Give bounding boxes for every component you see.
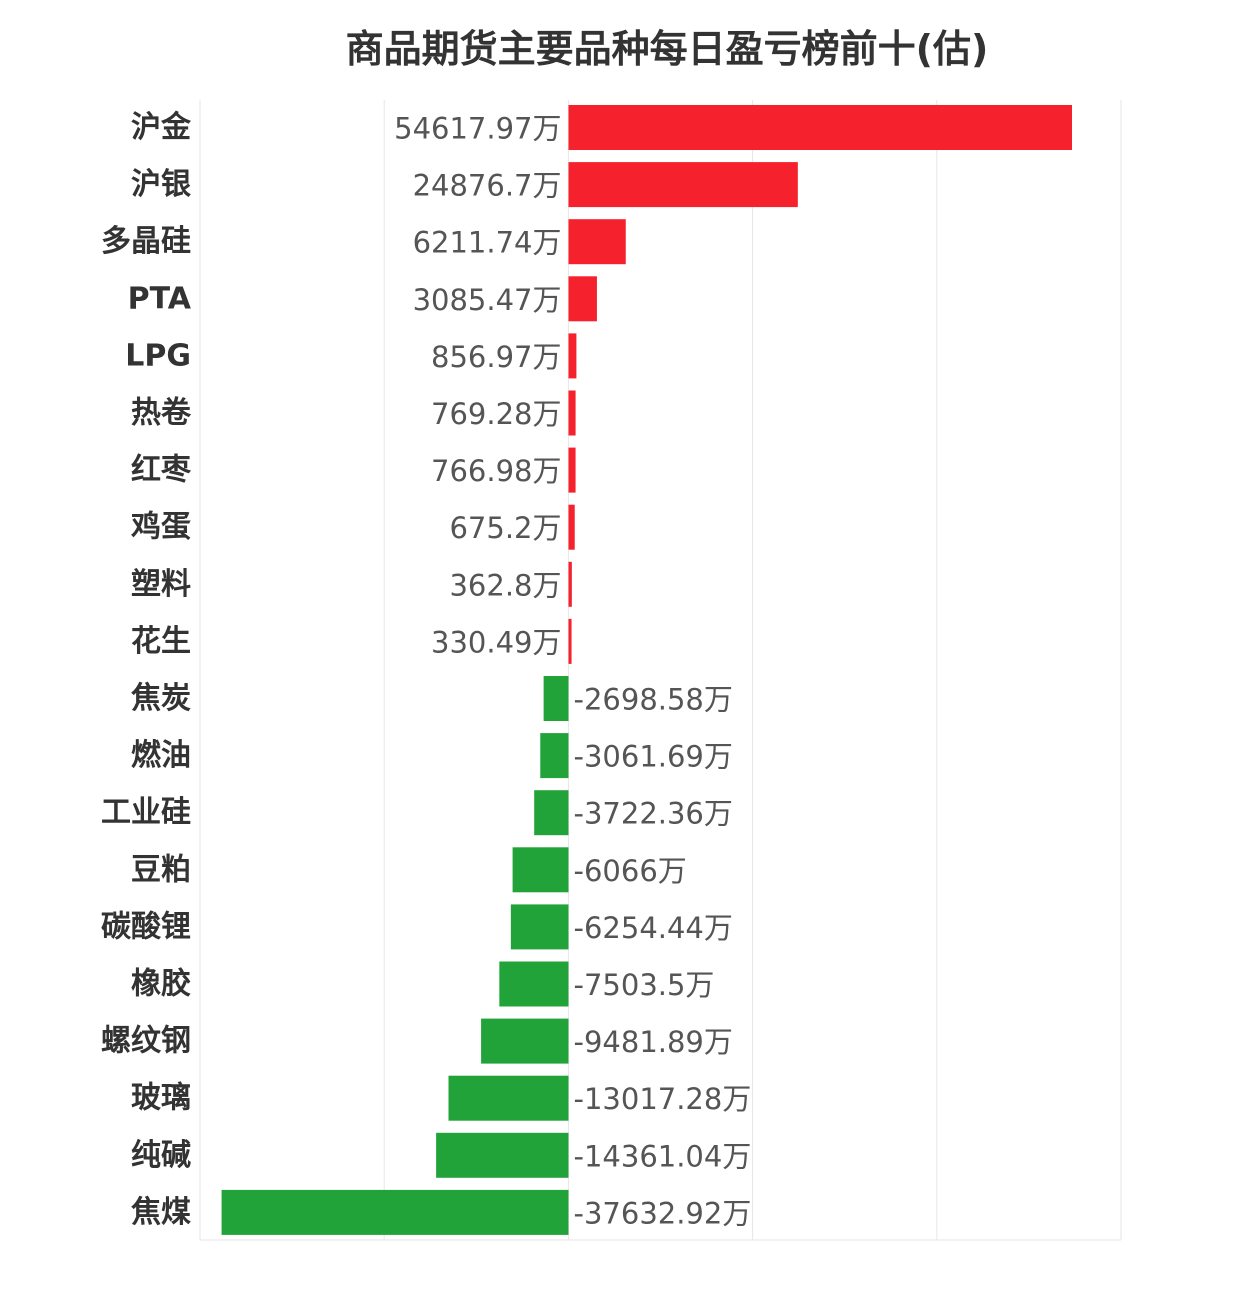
data-label: -3061.69万 bbox=[574, 740, 733, 774]
data-label: -13017.28万 bbox=[574, 1082, 752, 1116]
data-label: -14361.04万 bbox=[574, 1139, 752, 1173]
data-label: 769.28万 bbox=[431, 397, 561, 431]
category-label: 红枣 bbox=[131, 453, 192, 488]
bar-9 bbox=[568, 618, 572, 664]
category-label: 橡胶 bbox=[131, 967, 191, 1002]
category-label: 多晶硅 bbox=[101, 224, 191, 259]
bar-10 bbox=[543, 676, 569, 721]
bar-3 bbox=[568, 276, 597, 322]
bar-11 bbox=[540, 733, 569, 779]
bar-4 bbox=[568, 333, 577, 379]
category-label: PTA bbox=[128, 281, 192, 316]
bar-16 bbox=[481, 1018, 569, 1064]
bar-1 bbox=[568, 162, 798, 208]
data-label: 766.98万 bbox=[431, 454, 561, 488]
data-label: 856.97万 bbox=[431, 340, 561, 374]
bar-14 bbox=[510, 904, 569, 950]
bar-19 bbox=[221, 1189, 569, 1235]
category-label: 工业硅 bbox=[101, 795, 191, 830]
data-label: 6211.74万 bbox=[413, 226, 562, 260]
data-label: -6066万 bbox=[574, 854, 687, 888]
category-label: 塑料 bbox=[131, 567, 191, 602]
bar-7 bbox=[568, 504, 575, 550]
data-label: -37632.92万 bbox=[574, 1196, 752, 1230]
data-label: 675.2万 bbox=[449, 511, 561, 545]
category-label: 沪银 bbox=[131, 167, 191, 202]
data-label: 54617.97万 bbox=[394, 112, 561, 146]
bar-2 bbox=[568, 219, 626, 265]
data-label: 362.8万 bbox=[449, 568, 561, 602]
category-label: 螺纹钢 bbox=[101, 1024, 191, 1059]
chart-title: 商品期货主要品种每日盈亏榜前十(估) bbox=[345, 27, 989, 71]
data-label: -9481.89万 bbox=[574, 1025, 733, 1059]
category-label: 鸡蛋 bbox=[131, 510, 191, 545]
data-label: 3085.47万 bbox=[413, 283, 562, 317]
category-label: 焦炭 bbox=[131, 681, 191, 716]
bar-17 bbox=[448, 1075, 569, 1121]
bar-5 bbox=[568, 390, 576, 436]
data-label: 24876.7万 bbox=[413, 169, 562, 203]
data-label: 330.49万 bbox=[431, 625, 561, 659]
bar-18 bbox=[436, 1132, 569, 1178]
category-label: 碳酸锂 bbox=[101, 909, 191, 944]
data-label: -2698.58万 bbox=[574, 683, 733, 717]
category-label: 玻璃 bbox=[131, 1081, 191, 1116]
bar-8 bbox=[568, 561, 572, 607]
bar-6 bbox=[568, 447, 576, 493]
category-label: 热卷 bbox=[131, 396, 192, 431]
data-label: -7503.5万 bbox=[574, 968, 715, 1002]
data-label: -3722.36万 bbox=[574, 797, 733, 831]
bar-0 bbox=[568, 105, 1072, 150]
category-label: 纯碱 bbox=[131, 1138, 191, 1173]
category-label: 花生 bbox=[131, 624, 191, 659]
category-label: 沪金 bbox=[131, 110, 192, 145]
category-label: 燃油 bbox=[131, 738, 191, 773]
bar-15 bbox=[499, 961, 569, 1007]
bar-12 bbox=[534, 790, 569, 836]
category-label: LPG bbox=[125, 338, 191, 373]
data-label: -6254.44万 bbox=[574, 911, 733, 945]
category-label: 豆粕 bbox=[131, 852, 191, 887]
category-label: 焦煤 bbox=[131, 1195, 191, 1230]
bar-13 bbox=[512, 847, 569, 893]
